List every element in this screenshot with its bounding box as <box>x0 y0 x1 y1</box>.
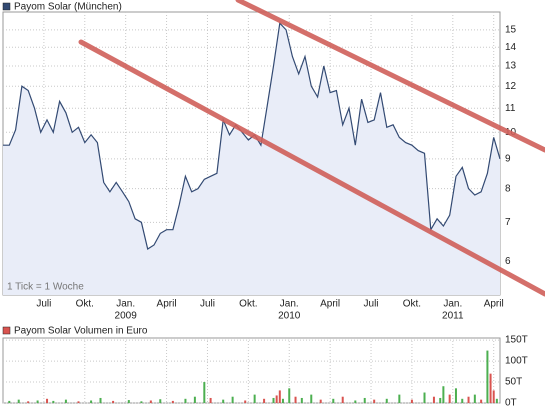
volume-bar <box>281 398 284 403</box>
volume-bar <box>203 382 206 403</box>
x-tick-label: Juli <box>200 299 215 310</box>
y-tick-label: 15 <box>505 25 517 36</box>
y-tick-label: 6 <box>505 256 511 267</box>
volume-bar <box>263 398 266 403</box>
area <box>3 23 500 295</box>
volume-bar <box>442 386 445 403</box>
volume-bar <box>492 390 495 403</box>
x-tick-label: April <box>484 299 504 310</box>
x-tick-label: April <box>320 299 340 310</box>
volume-bar <box>467 396 470 403</box>
volume-bar <box>448 394 451 403</box>
volume-bar <box>319 399 322 403</box>
volume-bar <box>432 396 435 403</box>
plot-area <box>2 337 501 404</box>
volume-bar <box>209 397 212 403</box>
volume-bar <box>159 399 162 403</box>
trend-line <box>78 39 545 297</box>
x-year-label: 2010 <box>278 311 301 322</box>
volume-bar <box>363 397 366 403</box>
volume-bar <box>99 397 102 403</box>
volume-bar <box>77 401 80 403</box>
x-tick-label: Juli <box>36 299 51 310</box>
volume-bar <box>64 399 67 403</box>
x-tick-label: Okt. <box>239 299 257 310</box>
y-tick-label: 8 <box>505 183 511 194</box>
x-tick-label: Jan. <box>443 299 462 310</box>
volume-bar <box>288 388 291 403</box>
y-tick-label: 150T <box>505 335 528 346</box>
volume-bar <box>17 399 20 403</box>
x-year-label: 2011 <box>442 311 464 322</box>
volume-bar <box>275 395 278 403</box>
volume-bar <box>36 400 39 403</box>
volume-bar <box>193 396 196 403</box>
volume-bar <box>423 392 426 403</box>
volume-bar <box>354 400 357 403</box>
volume-bar <box>90 400 93 403</box>
volume-bar <box>27 401 30 403</box>
volume-bar <box>410 399 413 403</box>
volume-bar <box>244 400 247 403</box>
volume-bar <box>480 399 483 403</box>
volume-bar <box>231 396 234 403</box>
trend-lines <box>78 0 545 297</box>
volume-bar <box>46 398 49 403</box>
volume-bar <box>489 373 492 403</box>
x-tick-label: Jan. <box>116 299 135 310</box>
volume-bar <box>140 401 143 403</box>
volume-bar <box>439 397 442 403</box>
volume-bar <box>127 400 130 403</box>
volume-bar <box>486 350 489 403</box>
volume-bar <box>184 398 187 403</box>
volume-bar <box>253 394 256 403</box>
y-tick-label: 0T <box>505 398 517 409</box>
volume-bar <box>52 400 55 403</box>
chart-title: Payom Solar (München) <box>14 2 122 13</box>
x-year-label: 2009 <box>115 311 138 322</box>
volume-bar <box>272 397 275 403</box>
chart-title: Payom Solar Volumen in Euro <box>14 326 148 337</box>
volume-panel: 0T 50T 100T 150T <box>2 335 528 409</box>
x-tick-label: Okt. <box>76 299 94 310</box>
x-tick-label: April <box>157 299 177 310</box>
volume-bar <box>149 400 152 403</box>
y-tick-label: 14 <box>505 42 517 53</box>
volume-bar <box>278 390 281 403</box>
y-tick-label: 100T <box>505 356 528 367</box>
price-panel: 6789101112131415JuliOkt.Jan.AprilJuliOkt… <box>2 11 517 322</box>
volume-bar <box>112 400 115 403</box>
volume-bar <box>473 394 476 403</box>
y-tick-label: 7 <box>505 217 511 228</box>
note: 1 Tick = 1 Woche <box>7 282 84 293</box>
volume-bar <box>495 398 498 403</box>
y-tick-label: 12 <box>505 81 517 92</box>
volume-bar <box>171 400 174 403</box>
volume-bar <box>300 397 303 403</box>
y-tick-label: 9 <box>505 154 511 165</box>
volume-bar <box>294 396 297 403</box>
volume-bar <box>461 398 464 403</box>
y-tick-label: 13 <box>505 61 517 72</box>
y-tick-label: 50T <box>505 377 522 388</box>
x-tick-label: Jan. <box>280 299 299 310</box>
legend-swatch <box>2 326 11 335</box>
x-tick-label: Okt. <box>403 299 421 310</box>
volume-bar <box>398 394 401 403</box>
volume-bar <box>373 399 376 403</box>
volume-bar <box>385 398 388 403</box>
volume-bar <box>222 399 225 403</box>
volume-bar <box>310 394 313 403</box>
x-tick-label: Juli <box>364 299 379 310</box>
trend-line <box>235 0 545 153</box>
y-tick-label: 11 <box>505 103 516 114</box>
volume-bar <box>332 398 335 403</box>
volume-bar <box>454 388 457 403</box>
volume-bar <box>8 400 11 403</box>
legend-swatch <box>2 2 11 11</box>
volume-bar <box>341 396 344 403</box>
